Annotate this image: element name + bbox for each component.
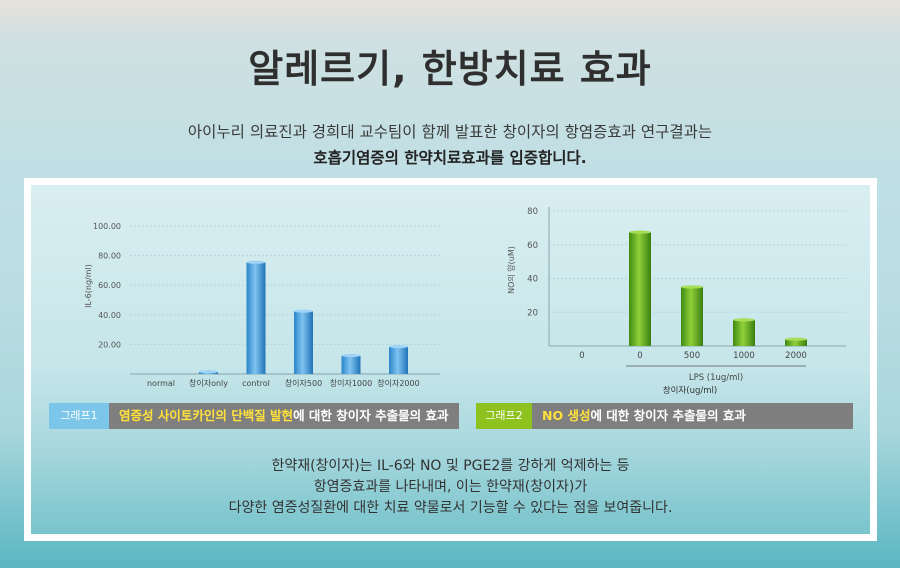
caption-rest-2: 에 대한 창이자 추출물의 효과	[590, 408, 746, 423]
x-tick-label: 창이자only	[189, 378, 228, 388]
caption-highlight-1: 염증성 사이토카인의 단백질 발현	[119, 408, 294, 423]
page-title: 알레르기, 한방치료 효과	[248, 47, 652, 91]
y-tick-label: 40	[527, 275, 538, 285]
caption-text-2: NO 생성에 대한 창이자 추출물의 효과	[532, 403, 853, 429]
x-tick-label: control	[242, 379, 270, 388]
conclusion-line-2: 항염증효과를 나타내며, 이는 한약재(창이자)가	[313, 479, 588, 495]
bar-cap-4	[733, 318, 755, 322]
x-tick-label: 0	[579, 351, 584, 361]
bar-cap-2	[199, 370, 218, 374]
bar-cap-5	[341, 353, 361, 358]
conclusion-line-3: 다양한 염증성질환에 대한 치료 약물로서 기능할 수 있다는 점을 보여줍니다…	[228, 500, 673, 516]
y-tick-label: 60.00	[98, 281, 121, 290]
x-tick-label: 1000	[733, 351, 755, 361]
bar-cap-5	[785, 337, 807, 341]
x-tick-label: 창이자2000	[377, 378, 419, 388]
bar-cap-3	[246, 260, 266, 264]
caption-rest-1: 에 대한 창이자 추출물의 효과	[293, 408, 449, 423]
bar-cap-6	[389, 345, 408, 349]
bar-5	[341, 355, 361, 374]
caption-highlight-2: NO 생성	[542, 408, 591, 423]
bar-3	[681, 286, 703, 346]
bar-cap-3	[681, 285, 703, 289]
chart-il6: 100.00 80.00 60.00 40.00 20.00 IL-6(ng/ml) nor…	[84, 222, 440, 388]
x-tick-label: 창이자500	[285, 378, 322, 388]
conclusion-line-1: 한약재(창이자)는 IL-6와 NO 및 PGE2를 강하게 억제하는 등	[271, 458, 630, 474]
chart-panel	[31, 185, 870, 534]
page-subtitle-emphasis: 호흡기염증의 한약치료효과를 입증합니다.	[313, 149, 587, 167]
caption-graph2: 그래프2 NO 생성에 대한 창이자 추출물의 효과	[476, 403, 853, 429]
x-tick-label: 500	[684, 351, 700, 361]
bar-5	[785, 339, 807, 346]
bar-2	[629, 232, 651, 346]
y-tick-label: 20	[527, 308, 538, 318]
bar-cap-2	[629, 230, 651, 234]
y-tick-label: 80	[527, 207, 538, 217]
x-axis-label: 창이자(ug/ml)	[663, 385, 717, 396]
x-tick-label: 0	[637, 351, 642, 361]
conclusion-text: 한약재(창이자)는 IL-6와 NO 및 PGE2를 강하게 억제하는 등 항염…	[31, 456, 870, 519]
caption-text-1: 염증성 사이토카인의 단백질 발현에 대한 창이자 추출물의 효과	[109, 403, 459, 429]
caption-tag-1: 그래프1	[49, 403, 109, 429]
y-tick-label: 20.00	[98, 340, 121, 349]
bar-6	[389, 346, 408, 374]
caption-graph1: 그래프1 염증성 사이토카인의 단백질 발현에 대한 창이자 추출물의 효과	[49, 403, 459, 429]
bar-4	[294, 311, 313, 374]
x-group-label: LPS (1ug/ml)	[689, 373, 743, 383]
y-axis-label: IL-6(ng/ml)	[84, 264, 93, 308]
y-tick-label: 40.00	[98, 311, 121, 320]
bar-cap-4	[294, 309, 313, 313]
y-tick-label: 80.00	[98, 252, 121, 261]
chart-no: 80 60 40 20 NO의 양(uM) 0 0 500 1000 2000 LPS (1ug/m…	[506, 207, 846, 396]
caption-tag-2: 그래프2	[476, 403, 532, 429]
x-tick-label: 2000	[785, 351, 807, 361]
bar-3	[246, 262, 266, 374]
page-subtitle: 아이누리 의료진과 경희대 교수팀이 함께 발표한 창이자의 항염증효과 연구결…	[187, 123, 713, 141]
x-tick-label: 창이자1000	[330, 378, 372, 388]
bar-4	[733, 319, 755, 346]
y-tick-label: 100.00	[93, 222, 121, 231]
y-axis-label: NO의 양(uM)	[506, 246, 516, 294]
x-tick-label: normal	[147, 379, 175, 388]
y-tick-label: 60	[527, 241, 538, 251]
